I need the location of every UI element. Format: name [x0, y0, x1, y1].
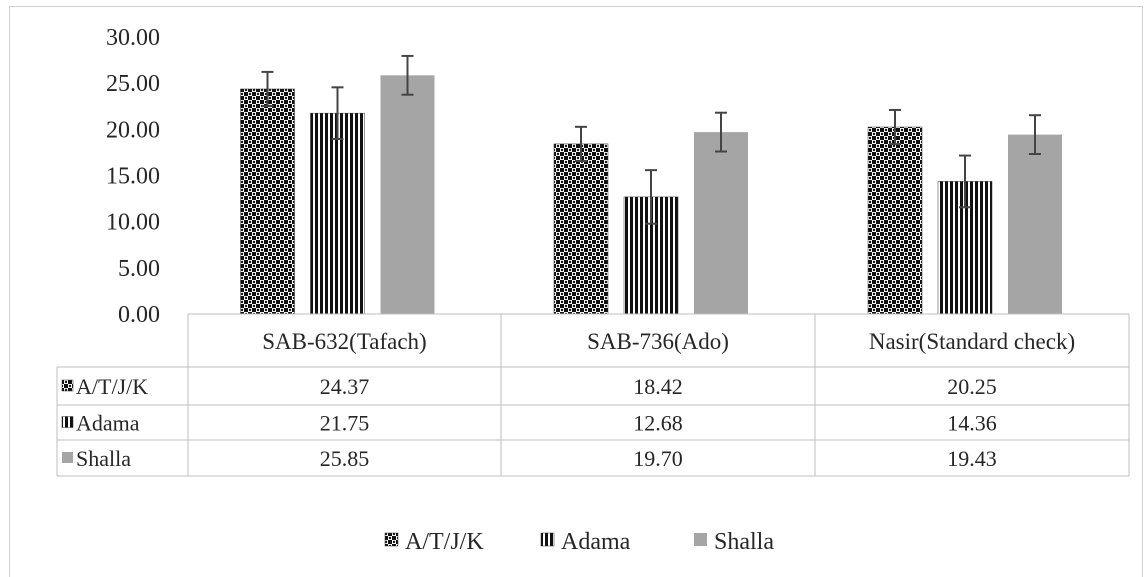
y-tick-label: 10.00 — [106, 210, 160, 236]
legend-swatch — [540, 532, 555, 547]
legend-key-swatch — [61, 416, 74, 428]
legend-swatch — [694, 533, 707, 546]
data-label: 12.68 — [633, 411, 683, 436]
y-tick-label: 25.00 — [106, 71, 160, 97]
category-label: SAB-632(Tafach) — [262, 329, 426, 354]
data-label: 25.85 — [320, 446, 370, 471]
bar — [380, 75, 435, 315]
legend: A/T/J/K Adama Shalla — [384, 529, 774, 555]
data-label: 19.43 — [947, 446, 997, 471]
legend-label: A/T/J/K — [405, 529, 484, 555]
series-name: Adama — [76, 411, 140, 436]
data-label: 14.36 — [947, 411, 997, 436]
data-label: 20.25 — [947, 374, 997, 399]
data-label: 21.75 — [320, 411, 370, 436]
category-label: Nasir(Standard check) — [869, 329, 1075, 354]
legend-label: Shalla — [714, 529, 774, 555]
bar — [240, 88, 295, 315]
data-label: 24.37 — [320, 374, 370, 399]
category-label: SAB-736(Ado) — [587, 329, 729, 354]
legend-key-swatch — [62, 452, 73, 463]
series-name: A/T/J/K — [76, 374, 148, 399]
y-tick-label: 15.00 — [106, 164, 160, 190]
y-tick-label: 0.00 — [118, 302, 160, 328]
series-name: Shalla — [76, 446, 131, 471]
bar — [694, 132, 748, 314]
data-label: 18.42 — [633, 374, 683, 399]
data-table: SAB-632(Tafach) SAB-736(Ado) Nasir(Standar… — [56, 313, 1130, 477]
data-label: 19.70 — [633, 446, 683, 471]
y-tick-label: 5.00 — [118, 256, 160, 282]
y-tick-label: 20.00 — [106, 117, 160, 143]
legend-key-swatch — [61, 379, 74, 392]
y-tick-label: 30.00 — [106, 25, 160, 51]
bar — [867, 126, 923, 315]
legend-label: Adama — [561, 529, 631, 555]
legend-swatch — [384, 532, 399, 547]
bar — [1008, 134, 1062, 314]
bar — [310, 112, 365, 315]
y-axis: 0.00 5.00 10.00 15.00 20.00 25.00 30.00 — [106, 25, 160, 328]
bar — [553, 143, 609, 315]
bars — [240, 54, 1062, 315]
